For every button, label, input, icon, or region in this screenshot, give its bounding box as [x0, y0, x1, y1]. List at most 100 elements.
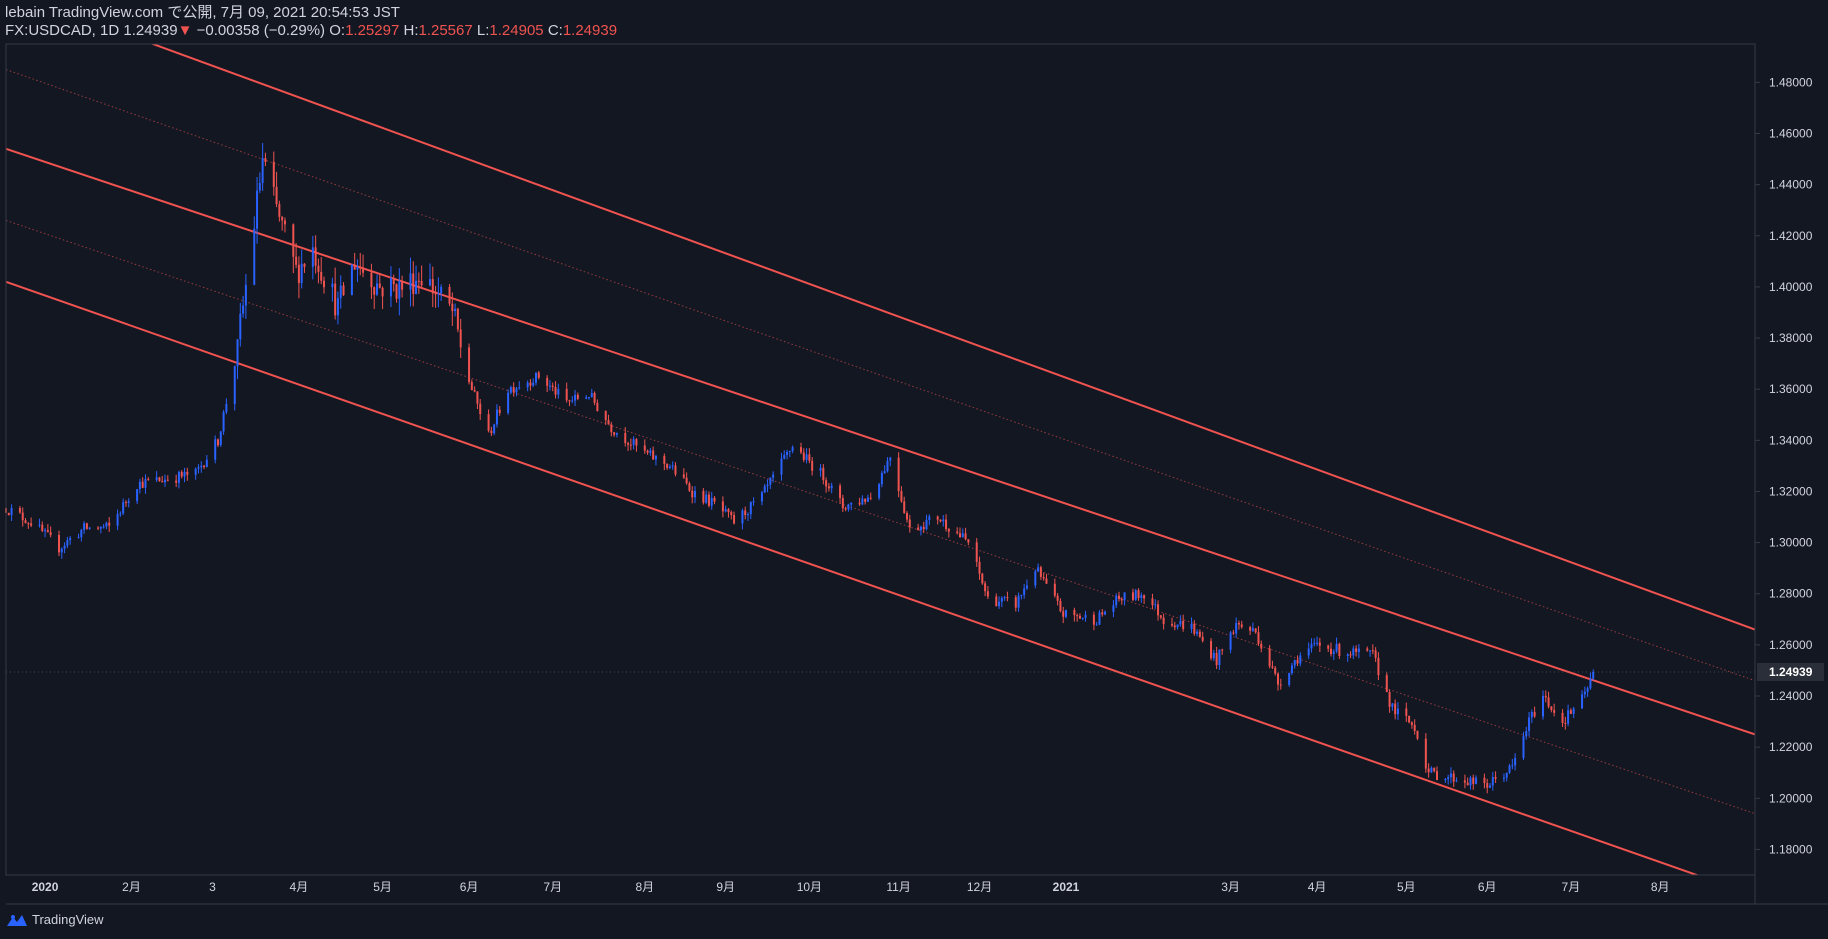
candle-body	[342, 285, 345, 296]
channel-midline	[6, 69, 1755, 682]
candle-body	[272, 161, 275, 187]
candle-body	[1037, 567, 1040, 572]
candle-body	[1550, 706, 1553, 711]
candle-body	[456, 308, 459, 330]
candle-body	[635, 439, 638, 446]
candle-body	[1494, 776, 1497, 779]
candle-body	[839, 485, 842, 498]
candle-body	[593, 392, 596, 403]
candle-body	[323, 280, 325, 288]
candle-body	[1221, 649, 1224, 651]
candle-body	[264, 158, 267, 162]
candle-body	[1589, 678, 1592, 689]
candle-body	[1201, 636, 1204, 641]
candle-body	[283, 220, 286, 225]
candle-body	[493, 424, 496, 434]
candle-body	[830, 485, 833, 489]
candle-body	[1210, 640, 1213, 659]
candle-body	[945, 519, 948, 529]
candle-body	[1436, 771, 1438, 781]
candle-body	[889, 457, 892, 461]
candle-body	[515, 388, 518, 393]
time-tick-label: 2月	[122, 880, 141, 894]
candle-body	[995, 596, 998, 607]
candle-body	[1430, 767, 1433, 773]
candle-body	[649, 450, 652, 453]
candle-body	[922, 526, 925, 530]
candle-body	[409, 273, 412, 290]
candle-body	[1000, 597, 1003, 602]
candle-body	[97, 527, 100, 529]
price-tick-label: 1.36000	[1769, 382, 1813, 396]
candle-body	[1212, 652, 1215, 659]
candle-body	[122, 502, 125, 514]
channel-group	[6, 44, 1755, 875]
candle-body	[627, 443, 630, 445]
candle-body	[278, 204, 281, 217]
candle-body	[1034, 571, 1037, 586]
candle-body	[21, 512, 24, 521]
candle-body	[1316, 642, 1319, 644]
low-label: L:	[476, 22, 490, 39]
candle-body	[1182, 620, 1185, 629]
candle-body	[769, 477, 772, 485]
candle-body	[713, 497, 716, 502]
candle-body	[685, 477, 688, 484]
candle-body	[1581, 694, 1584, 709]
candle-body	[1355, 648, 1358, 652]
time-axis[interactable]: 2020 2月 3 4月 5月 6月 7月 8月 9月 10月 11月 12月 2021 3月 4月 5月 6月…	[6, 880, 1828, 905]
candle-body	[1293, 659, 1296, 666]
candle-body	[763, 486, 766, 493]
candle-body	[102, 526, 105, 528]
candle-body	[1533, 712, 1536, 717]
candle-body	[1190, 623, 1193, 629]
candle-body	[811, 460, 814, 471]
candle-body	[498, 409, 501, 413]
candle-body	[1235, 622, 1238, 634]
candle-body	[783, 455, 786, 459]
candle-body	[1357, 648, 1360, 652]
candle-body	[1561, 712, 1564, 723]
candle-body	[1260, 643, 1263, 649]
candle-body	[490, 430, 493, 434]
candle-body	[613, 432, 616, 435]
price-axis[interactable]: 1.18000 1.20000 1.22000 1.24000 1.26000 1.280…	[5, 43, 1824, 904]
footer-brand[interactable]: TradingView	[6, 912, 104, 927]
candle-body	[571, 400, 574, 402]
time-tick-label: 5月	[373, 880, 392, 894]
candle-body	[10, 508, 13, 516]
candle-body	[518, 387, 521, 389]
candle-body	[747, 514, 749, 516]
candle-body	[108, 522, 111, 526]
candle-body	[1491, 776, 1494, 786]
price-change: −0.00358 (−0.29%)	[196, 22, 326, 39]
candle-body	[30, 523, 33, 526]
candle-body	[1196, 631, 1199, 634]
candle-body	[596, 402, 599, 411]
open-label: O:	[329, 22, 346, 39]
candle-body	[138, 481, 141, 490]
price-tick-label: 1.24000	[1769, 689, 1813, 703]
candle-body	[964, 533, 967, 540]
candle-body	[925, 519, 928, 530]
last-price-badge	[1757, 663, 1824, 682]
candle-body	[1391, 703, 1394, 707]
candle-body	[24, 520, 27, 524]
candle-body	[297, 264, 300, 284]
price-tick-label: 1.30000	[1769, 536, 1813, 550]
candle-body	[529, 382, 532, 386]
candle-body	[1525, 731, 1528, 737]
candle-body	[1017, 595, 1020, 608]
candle-body	[629, 444, 632, 446]
candle-body	[1427, 768, 1430, 773]
last-price: 1.24939	[123, 22, 178, 39]
candle-body	[487, 414, 490, 431]
candle-body	[1408, 715, 1411, 723]
candle-body	[362, 268, 365, 273]
candle-body	[1140, 595, 1143, 598]
candle-body	[1249, 627, 1252, 631]
candle-body	[401, 280, 404, 290]
candle-body	[253, 228, 256, 285]
candle-body	[1101, 612, 1104, 615]
